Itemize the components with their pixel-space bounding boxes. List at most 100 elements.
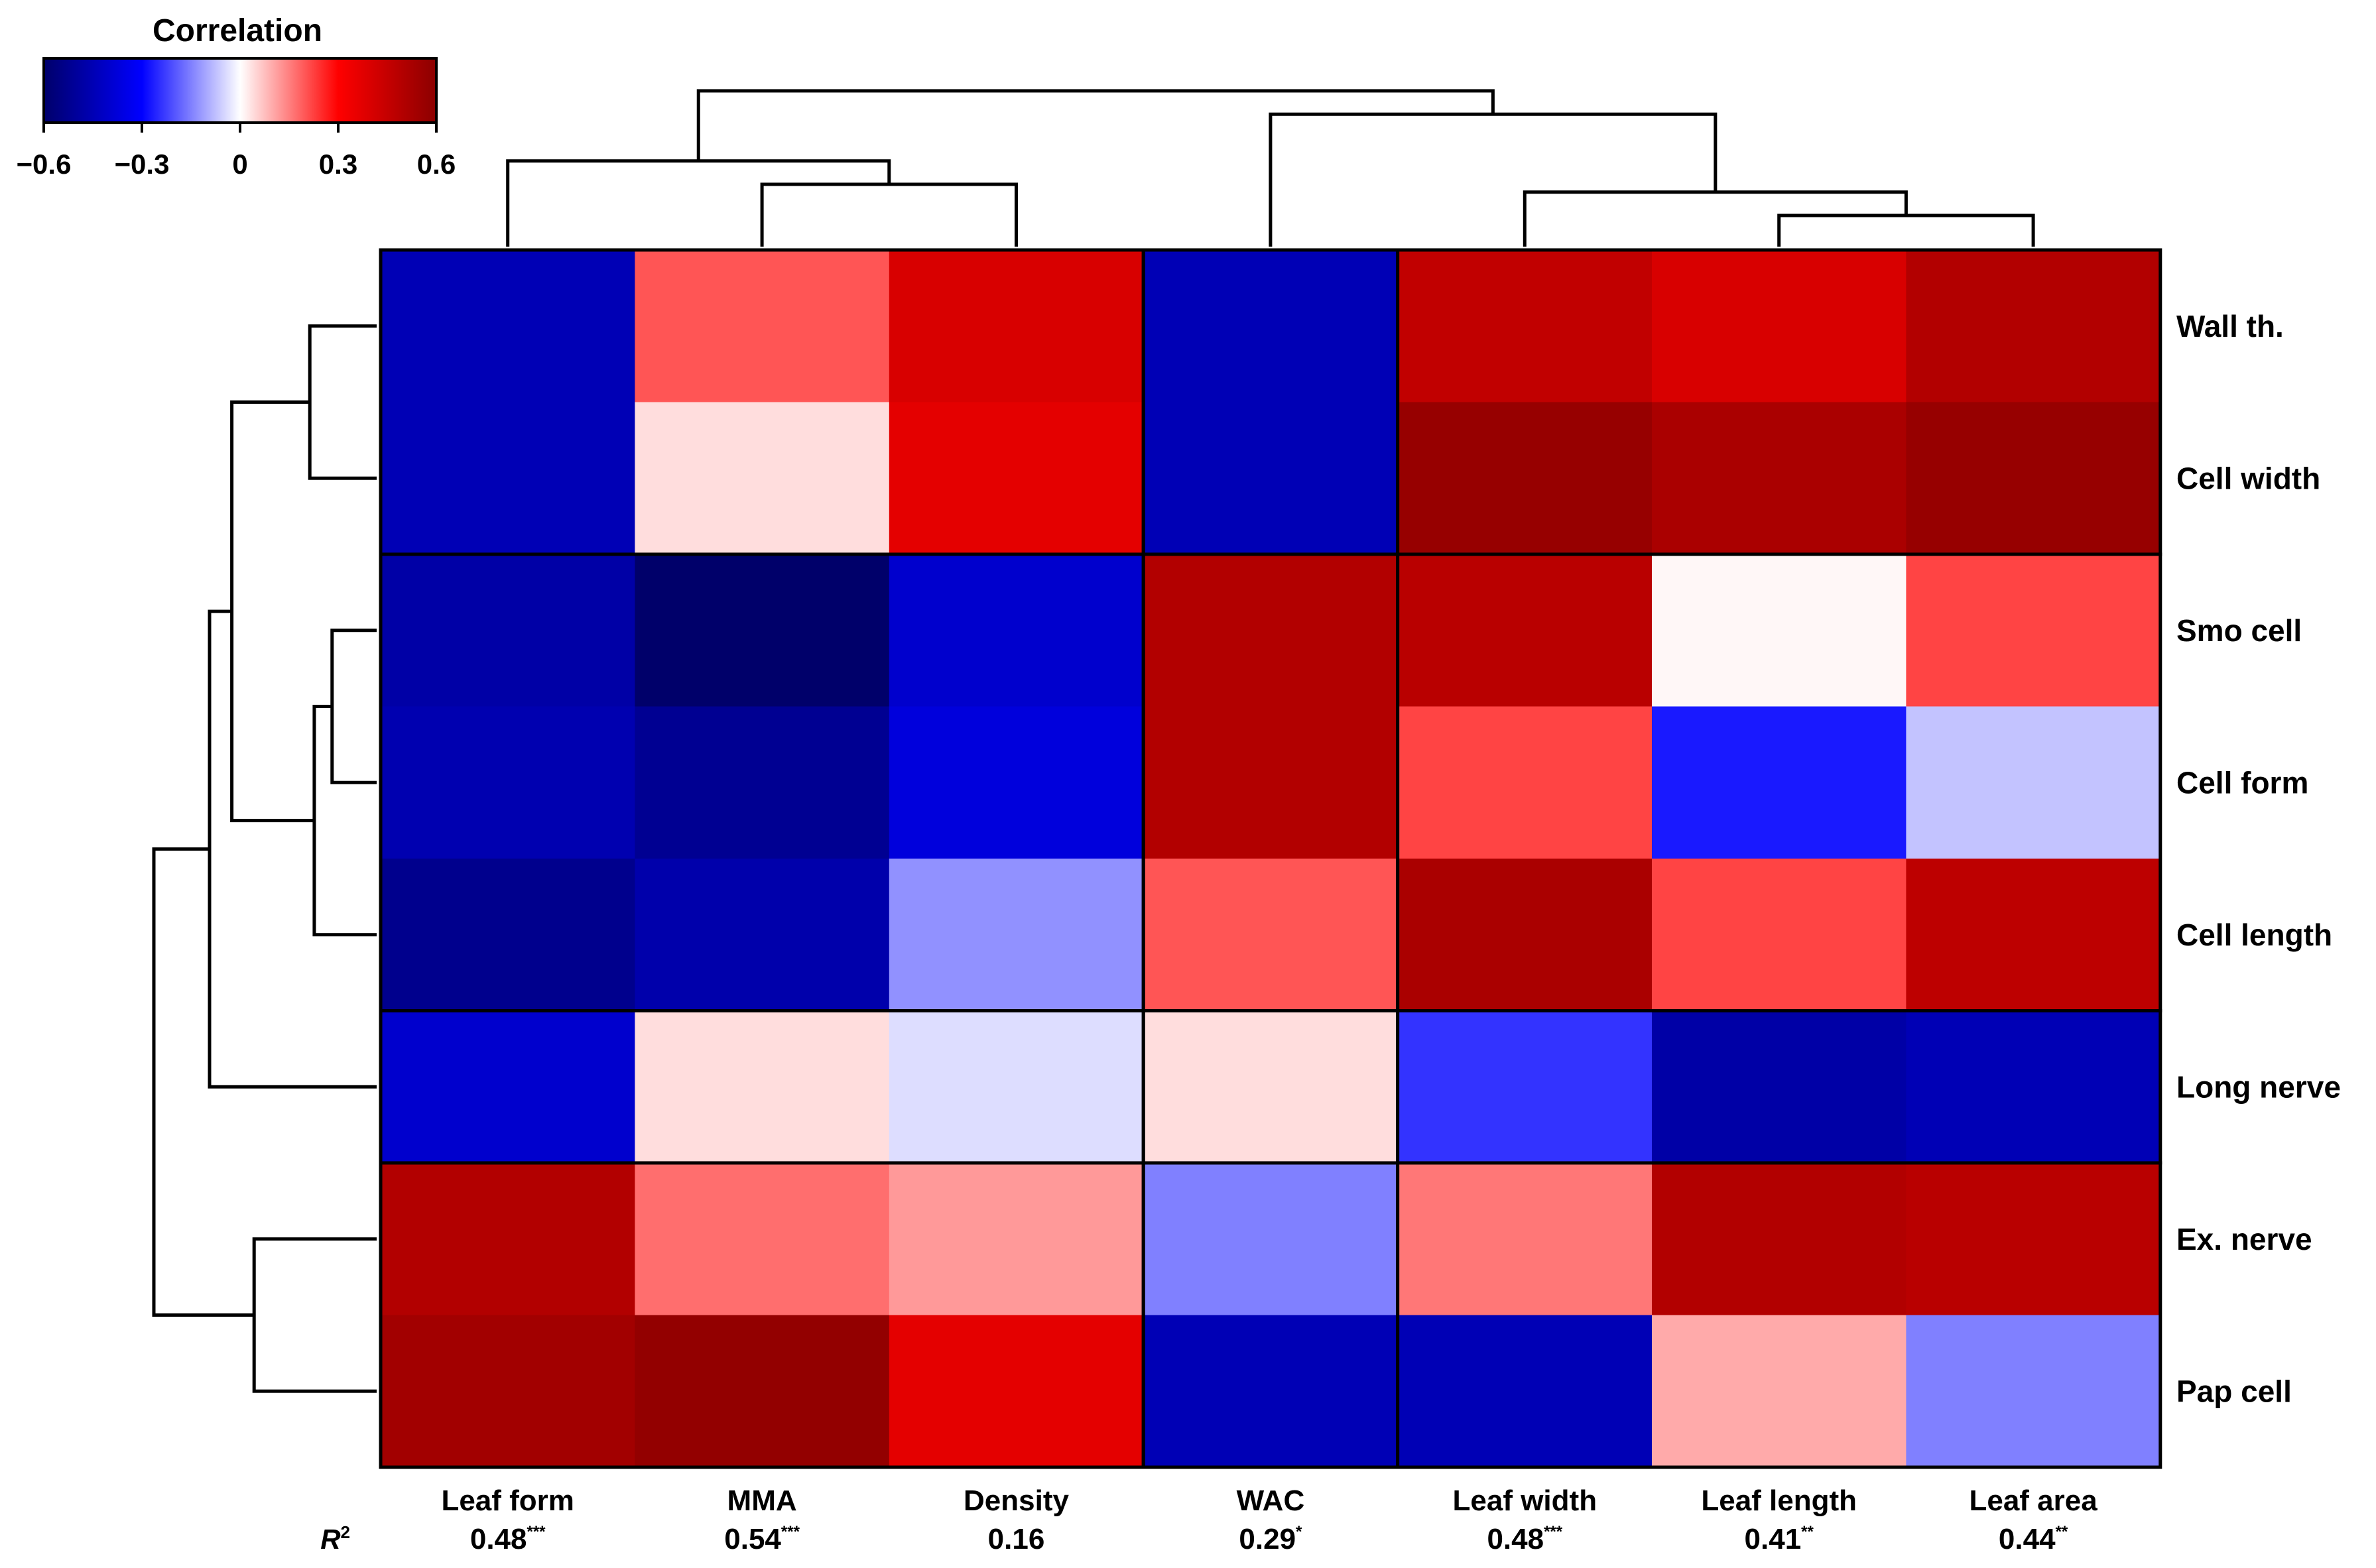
row-dendrogram-branch bbox=[308, 324, 377, 480]
row-label: Smo cell bbox=[2176, 613, 2302, 648]
heatmap-cell-r0-c0 bbox=[381, 250, 635, 403]
heatmap-cell-r1-c2 bbox=[889, 402, 1144, 555]
heatmap-cell-r0-c4 bbox=[1397, 250, 1653, 403]
heatmap-cell-r3-c6 bbox=[1906, 706, 2161, 859]
heatmap-cell-r4-c6 bbox=[1906, 859, 2161, 1012]
heatmap-cell-r0-c5 bbox=[1652, 250, 1907, 403]
column-label: WAC bbox=[1237, 1484, 1305, 1517]
r2-value: 0.41** bbox=[1745, 1523, 1814, 1555]
heatmap-cell-r1-c1 bbox=[635, 402, 890, 555]
r2-significance: *** bbox=[781, 1523, 800, 1541]
heatmap-cell-r0-c6 bbox=[1906, 250, 2161, 403]
r2-value: 0.48*** bbox=[1487, 1523, 1562, 1555]
heatmap-cell-r3-c5 bbox=[1652, 706, 1907, 859]
row-label: Ex. nerve bbox=[2176, 1222, 2312, 1256]
heatmap-cell-r5-c1 bbox=[635, 1010, 890, 1164]
heatmap-cell-r4-c4 bbox=[1397, 859, 1653, 1012]
column-dendrogram-branch bbox=[506, 159, 891, 247]
heatmap-cell-r6-c3 bbox=[1143, 1163, 1399, 1316]
heatmap-cell-r3-c3 bbox=[1143, 706, 1399, 859]
row-dendrogram-branch bbox=[312, 705, 377, 937]
legend-tick-group: −0.6 −0.3 0 0.3 0.6 bbox=[17, 123, 456, 180]
legend-tick-label: −0.3 bbox=[115, 149, 170, 180]
heatmap-cell-r4-c5 bbox=[1652, 859, 1907, 1012]
heatmap-block-border bbox=[1396, 1161, 2162, 1469]
heatmap-cell-r4-c3 bbox=[1143, 859, 1399, 1012]
heatmap-cell-r5-c0 bbox=[381, 1010, 635, 1164]
column-label: Leaf length bbox=[1701, 1484, 1857, 1517]
legend-title: Correlation bbox=[153, 13, 322, 48]
legend-colorbar bbox=[42, 57, 438, 124]
column-dendrogram bbox=[506, 89, 2035, 247]
heatmap-cell-r4-c2 bbox=[889, 859, 1144, 1012]
row-label: Cell form bbox=[2176, 765, 2308, 800]
heatmap-cell-r4-c0 bbox=[381, 859, 635, 1012]
heatmap-cell-r5-c5 bbox=[1652, 1010, 1907, 1164]
heatmap-cell-r2-c2 bbox=[889, 554, 1144, 707]
r2-significance: ** bbox=[2056, 1523, 2068, 1541]
r2-value-number: 0.41 bbox=[1745, 1523, 1802, 1555]
legend-tick-label: −0.6 bbox=[17, 149, 72, 180]
heatmap-cell-r5-c2 bbox=[889, 1010, 1144, 1164]
legend-tick-label: 0.3 bbox=[319, 149, 357, 180]
column-label: Leaf area bbox=[1969, 1484, 2097, 1517]
row-dendrogram-branch bbox=[208, 609, 377, 1089]
legend-tick-label: 0 bbox=[232, 149, 247, 180]
heatmap-cell-r2-c6 bbox=[1906, 554, 2161, 707]
column-label: Leaf form bbox=[441, 1484, 574, 1517]
r2-significance: ** bbox=[1801, 1523, 1814, 1541]
column-dendrogram-branch bbox=[1269, 112, 1718, 247]
heatmap-cell-r5-c3 bbox=[1143, 1010, 1399, 1164]
column-dendrogram-branch bbox=[1777, 213, 2035, 247]
heatmap-cell-r3-c1 bbox=[635, 706, 890, 859]
row-label: Long nerve bbox=[2176, 1069, 2341, 1104]
heatmap-cell-r6-c4 bbox=[1397, 1163, 1653, 1316]
heatmap-cell-r3-c2 bbox=[889, 706, 1144, 859]
heatmap-cell-r1-c5 bbox=[1652, 402, 1907, 555]
heatmap-cell-r1-c3 bbox=[1143, 402, 1399, 555]
heatmap-cell-r7-c3 bbox=[1143, 1315, 1399, 1468]
r2-value-number: 0.16 bbox=[988, 1523, 1045, 1555]
column-label: Density bbox=[964, 1484, 1069, 1517]
r2-value: 0.16 bbox=[988, 1523, 1045, 1555]
heatmap-cell-r2-c3 bbox=[1143, 554, 1399, 707]
heatmap-cell-r3-c0 bbox=[381, 706, 635, 859]
column-labels: Leaf form0.48***MMA0.54***Density0.16WAC… bbox=[441, 1484, 2097, 1555]
r2-axis-label: R2 bbox=[320, 1522, 350, 1555]
r2-significance: * bbox=[1296, 1523, 1302, 1541]
heatmap-cell-r6-c2 bbox=[889, 1163, 1144, 1316]
row-dendrogram-branch bbox=[152, 847, 255, 1317]
heatmap-cell-r3-c4 bbox=[1397, 706, 1653, 859]
row-label: Cell length bbox=[2176, 918, 2332, 952]
heatmap-cell-r2-c0 bbox=[381, 554, 635, 707]
heatmap-cell-r7-c0 bbox=[381, 1315, 635, 1468]
r2-label-text: R bbox=[320, 1524, 341, 1555]
r2-value: 0.44** bbox=[1999, 1523, 2068, 1555]
r2-value: 0.54*** bbox=[724, 1523, 800, 1555]
heatmap-cell-r7-c1 bbox=[635, 1315, 890, 1468]
r2-label-superscript: 2 bbox=[341, 1522, 350, 1542]
row-label: Wall th. bbox=[2176, 309, 2284, 343]
heatmap-cell-r2-c1 bbox=[635, 554, 890, 707]
heatmap-cell-r7-c5 bbox=[1652, 1315, 1907, 1468]
row-dendrogram-branch bbox=[330, 629, 377, 784]
r2-significance: *** bbox=[1544, 1523, 1563, 1541]
column-dendrogram-branch bbox=[760, 182, 1018, 247]
r2-value-number: 0.54 bbox=[724, 1523, 781, 1555]
heatmap-cell-r4-c1 bbox=[635, 859, 890, 1012]
heatmap-cell-r6-c1 bbox=[635, 1163, 890, 1316]
svg-text:R2: R2 bbox=[320, 1522, 350, 1555]
heatmap-cell-r7-c2 bbox=[889, 1315, 1144, 1468]
row-dendrogram-branch bbox=[252, 1237, 377, 1393]
row-labels: Wall th. Cell width Smo cell Cell form Cell … bbox=[2176, 309, 2341, 1409]
heatmap-cell-r2-c4 bbox=[1397, 554, 1653, 707]
r2-value-number: 0.48 bbox=[470, 1523, 527, 1555]
row-label: Cell width bbox=[2176, 461, 2320, 495]
heatmap-cell-r1-c4 bbox=[1397, 402, 1653, 555]
column-label: MMA bbox=[727, 1484, 797, 1517]
heatmap-cell-r6-c5 bbox=[1652, 1163, 1907, 1316]
column-dendrogram-branch bbox=[696, 89, 1495, 161]
heatmap-cell-r1-c6 bbox=[1906, 402, 2161, 555]
heatmap-cell-r0-c1 bbox=[635, 250, 890, 403]
